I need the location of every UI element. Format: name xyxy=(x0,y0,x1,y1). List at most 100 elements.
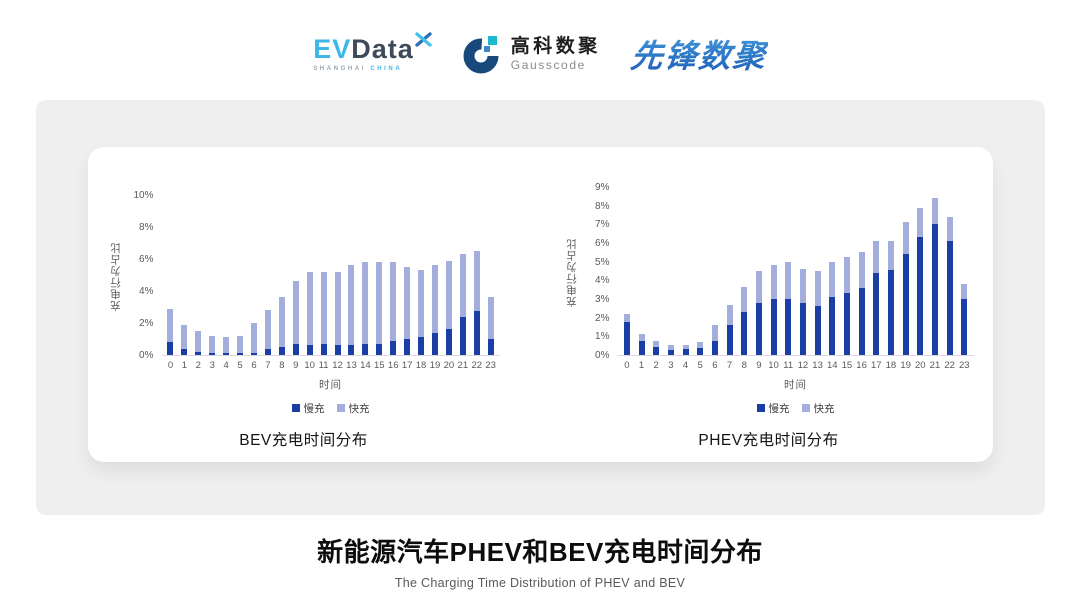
x-axis-tick: 21 xyxy=(457,360,469,371)
slow-charge-segment xyxy=(711,341,718,355)
stacked-bar-hour-14 xyxy=(829,261,836,355)
x-axis-tick: 9 xyxy=(756,360,762,371)
fast-charge-segment xyxy=(348,265,355,345)
bar-cell xyxy=(840,257,855,355)
bar-cell xyxy=(303,271,317,355)
stacked-bar-hour-3 xyxy=(209,335,216,355)
fast-charge-segment xyxy=(931,198,938,225)
x-axis-tick: 12 xyxy=(797,360,809,371)
bar-cell xyxy=(957,284,972,355)
bar-cell xyxy=(358,262,372,355)
slow-charge-segment xyxy=(726,325,733,355)
x-axis-tick: 16 xyxy=(387,360,399,371)
slow-charge-segment xyxy=(961,299,968,355)
bar-cell xyxy=(649,341,664,355)
slow-charge-segment xyxy=(623,322,630,355)
fast-charge-segment xyxy=(306,271,313,345)
slow-charge-segment xyxy=(209,353,216,355)
stacked-bar-hour-13 xyxy=(348,265,355,355)
stacked-bar-hour-18 xyxy=(418,270,425,355)
bar-cell xyxy=(810,271,825,355)
fast-charge-segment xyxy=(843,257,850,294)
bar-cell xyxy=(289,281,303,355)
slow-charge-segment xyxy=(223,353,230,355)
y-axis-tick: 6% xyxy=(595,238,610,249)
x-axis-tick: 13 xyxy=(346,360,357,371)
bar-cell xyxy=(164,308,178,355)
bar-cell xyxy=(400,267,414,355)
slow-charge-segment xyxy=(638,341,645,355)
x-axis-tick: 6 xyxy=(712,360,718,371)
x-axis-tick: 2 xyxy=(653,360,659,371)
x-axis-tick: 3 xyxy=(668,360,674,371)
slow-charge-segment xyxy=(292,343,299,355)
bar-cell xyxy=(177,324,191,355)
x-axis-tick: 10 xyxy=(768,360,779,371)
stacked-bar-hour-8 xyxy=(278,297,285,355)
x-axis-tick: 18 xyxy=(885,360,897,371)
bar-cell xyxy=(317,271,331,355)
stacked-bar-hour-11 xyxy=(785,261,792,355)
x-axis-tick: 6 xyxy=(251,360,257,371)
evdata-country-text: CHINA xyxy=(370,66,403,72)
slow-charge-segment xyxy=(829,297,836,355)
stacked-bar-hour-14 xyxy=(362,262,369,355)
stacked-bar-hour-8 xyxy=(741,286,748,355)
slow-charge-segment xyxy=(459,316,466,355)
x-axis-tick: 8 xyxy=(279,360,285,371)
phev-chart: 充电行为占比 0% 1% 2% 3% 4% 5% 6% 7% 8% 9% 0 1 2 3 4 5 6 7 8 9 10… xyxy=(564,183,974,449)
fast-charge-segment xyxy=(362,262,369,344)
slow-charge-segment xyxy=(250,352,257,355)
evdata-data-text: Data xyxy=(351,34,414,64)
bev-chart: 充电行为占比 0% 2% 4% 6% 8% 10% 0 1 2 3 4 5 6 7 8 9 10 11 12 13 1… xyxy=(108,191,500,449)
fast-charge-segment xyxy=(638,333,645,341)
bar-cell xyxy=(620,313,635,355)
slow-charge-segment xyxy=(334,345,341,355)
slow-charge-segment xyxy=(362,343,369,355)
slow-charge-segment xyxy=(697,348,704,355)
bar-cell xyxy=(942,216,957,355)
bar-cell xyxy=(825,261,840,355)
y-axis-title: 充电行为占比 xyxy=(566,237,578,307)
bar-cell xyxy=(456,254,470,355)
bar-cell xyxy=(191,331,205,355)
stacked-bar-hour-12 xyxy=(799,269,806,355)
slow-charge-segment xyxy=(264,349,271,355)
bar-cell xyxy=(708,325,723,355)
footer-title-block: 新能源汽车PHEV和BEV充电时间分布 The Charging Time Di… xyxy=(0,532,1080,590)
x-axis-tick: 12 xyxy=(332,360,343,371)
stacked-bar-hour-10 xyxy=(770,265,777,355)
slow-charge-segment xyxy=(858,287,865,355)
legend: 慢充 快充 xyxy=(162,401,500,415)
bar-cell xyxy=(344,265,358,355)
fast-charge-segment xyxy=(292,281,299,344)
x-axis-tick: 5 xyxy=(697,360,703,371)
slow-charge-segment xyxy=(755,302,762,355)
legend-swatch-icon xyxy=(756,404,765,412)
fast-charge-segment xyxy=(237,335,244,354)
x-axis-tick: 14 xyxy=(360,360,371,371)
x-axis-tick: 17 xyxy=(401,360,413,371)
y-axis-tick: 2% xyxy=(139,318,154,329)
stacked-bar-hour-17 xyxy=(404,267,411,355)
slow-charge-segment xyxy=(931,224,938,355)
x-axis-tick: 4 xyxy=(682,360,689,371)
y-axis-tick: 8% xyxy=(595,200,610,212)
fast-charge-segment xyxy=(250,323,257,353)
slow-charge-segment xyxy=(770,299,777,355)
stacked-bar-hour-20 xyxy=(445,260,452,355)
y-axis-title: 充电行为占比 xyxy=(110,241,122,311)
fast-charge-segment xyxy=(902,222,909,255)
stacked-bar-hour-6 xyxy=(711,325,718,355)
stacked-bar-hour-4 xyxy=(682,344,689,355)
fast-charge-segment xyxy=(431,265,438,334)
stacked-bar-hour-10 xyxy=(306,271,313,355)
legend-swatch-icon xyxy=(336,404,345,412)
fast-charge-segment xyxy=(946,216,953,242)
bar-cell xyxy=(331,271,345,355)
slow-charge-segment xyxy=(418,337,425,355)
main-title: 新能源汽车PHEV和BEV充电时间分布 xyxy=(317,537,763,567)
x-axis-tick: 7 xyxy=(265,360,271,371)
stacked-bar-hour-5 xyxy=(237,335,244,355)
